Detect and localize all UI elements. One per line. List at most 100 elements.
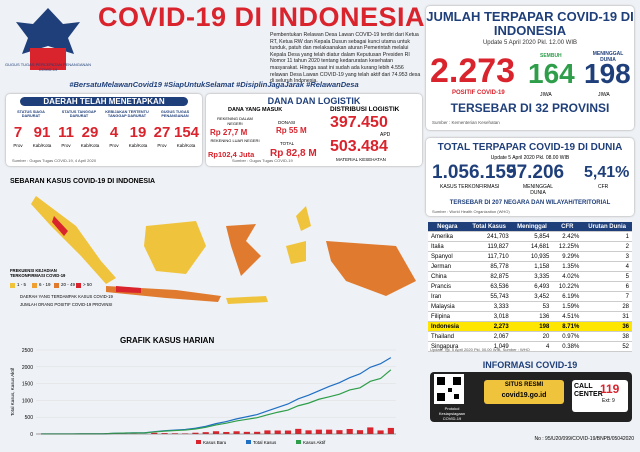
- world-title: TOTAL TERPAPAR COVID-19 DI DUNIA: [437, 142, 623, 153]
- title: COVID-19 DI INDONESIA: [98, 2, 426, 32]
- table-cell: 52: [582, 341, 632, 352]
- bar: [223, 431, 230, 434]
- line: [41, 357, 392, 435]
- bar: [233, 431, 240, 434]
- table-cell: 82,875: [466, 271, 512, 282]
- recovered-count: 164: [528, 58, 575, 89]
- table-cell: 2,067: [466, 331, 512, 342]
- bar: [202, 432, 209, 434]
- prov-count: 7: [13, 124, 23, 141]
- table-cell: 6.19%: [552, 291, 583, 302]
- bar: [305, 430, 312, 434]
- table-cell: 10,935: [511, 251, 553, 262]
- material-label: MATERIAL KESEHATAN: [336, 157, 386, 162]
- table-cell: Thailand: [428, 331, 467, 342]
- table-row: Spanyol 117,710 10,935 9.29% 3: [428, 251, 632, 262]
- update: Update 5 April 2020 Pkl. 12.00 WIB: [482, 40, 578, 46]
- bar: [182, 433, 189, 434]
- table-cell: 3,018: [466, 311, 512, 322]
- intro-paragraph: Pembentukan Relawan Desa Lawan COVID-19 …: [270, 32, 421, 85]
- table-cell: Filipina: [428, 311, 467, 322]
- legend-swatch: [10, 283, 15, 288]
- region-label: GUGUS TUGAS PENANGANAN: [160, 110, 190, 118]
- prov-unit: Prov: [157, 143, 167, 148]
- country-table: Negara Total Kasus Meninggal CFR Urutan Duni…: [428, 222, 632, 352]
- table-row: Thailand 2,067 20 0.97% 38: [428, 331, 632, 342]
- footer: No : 95/U20/099/COVID-19/BNPB/05042020: [534, 436, 634, 442]
- map-title: SEBARAN KASUS COVID-19 DI INDONESIA: [10, 178, 156, 185]
- legend-swatch: [196, 440, 201, 444]
- material: 503.484: [330, 138, 388, 155]
- chart: 0 500 1000 1500 2000 2500 Total Kasus, Kasus A…: [10, 348, 396, 445]
- logo: [16, 8, 80, 70]
- legend-label: Kasus Aktif: [303, 440, 326, 445]
- total-label: TOTAL: [280, 141, 295, 146]
- source: Sumber : Kementerian Kesehatan: [432, 120, 500, 125]
- table-cell: 1,158: [511, 261, 553, 272]
- table-cell: 12.25%: [552, 241, 583, 252]
- total: Rp 82,8 M: [270, 148, 317, 159]
- table-cell: China: [428, 271, 467, 282]
- table-cell: 5,854: [511, 231, 553, 242]
- table-cell: 1,049: [466, 341, 512, 352]
- table-cell: Italia: [428, 241, 467, 252]
- apd-label: APD: [380, 132, 391, 138]
- table-cell: 2: [582, 241, 632, 252]
- kab-unit: Kab/Kota: [80, 143, 100, 148]
- region-label: KEBIJAKAN TERTENTU TANGGAP DARURAT: [105, 110, 149, 118]
- world-cfr-label: CFR: [598, 184, 609, 190]
- table-cell: 6,493: [511, 281, 553, 292]
- logo-text: GUGUS TUGAS PERCEPATAN PENANGANAN COVID-…: [5, 62, 91, 72]
- prov-count: 4: [109, 124, 119, 141]
- bar: [336, 430, 343, 434]
- hashtags: #BersatuMelawanCovid19 #SiapUntukSelamat…: [69, 80, 359, 89]
- y-tick-label: 1500: [22, 382, 33, 388]
- positive-count: 2.273: [430, 52, 516, 90]
- legend-label: Total Kasus: [253, 440, 277, 445]
- header-cell: CFR: [552, 222, 583, 232]
- table-cell: 63,536: [466, 281, 512, 292]
- bar: [161, 433, 168, 434]
- qr-caption: Protokol Kesiapsiagaan COVID-19: [438, 406, 466, 421]
- table-cell: 55,743: [466, 291, 512, 302]
- world-update: Update 5 April 2020 Pkl. 08.00 WIB: [490, 155, 570, 161]
- prov-unit: Prov: [61, 143, 71, 148]
- regions-title: DAERAH TELAH MENETAPKAN: [20, 97, 188, 106]
- table-header: Negara Total Kasus Meninggal CFR Urutan Duni…: [428, 222, 632, 232]
- recovered-unit: JIWA: [540, 92, 552, 98]
- domestic: Rp 27,7 M: [210, 128, 248, 137]
- legend-swatch: [76, 283, 81, 288]
- table-cell: 3,335: [511, 271, 553, 282]
- world-source: Sumber : World Health Organization (WHO): [432, 209, 510, 214]
- table-cell: 3: [582, 251, 632, 262]
- incoming: DANA YANG MASUK: [228, 107, 283, 113]
- table-cell: 36: [582, 321, 632, 332]
- legend-swatch: [246, 440, 251, 444]
- table-cell: 7: [582, 291, 632, 302]
- prov-unit: Prov: [109, 143, 119, 148]
- line: [41, 369, 392, 435]
- table-cell: Jerman: [428, 261, 467, 272]
- table-cell: 3,452: [511, 291, 553, 302]
- call-number: 119: [600, 382, 620, 396]
- table-cell: 38: [582, 331, 632, 342]
- bar: [264, 430, 271, 434]
- table-cell: 1: [582, 231, 632, 242]
- header-cell: Total Kasus: [466, 222, 512, 232]
- bar: [212, 431, 220, 434]
- table-cell: 5: [582, 271, 632, 282]
- table-cell: 85,778: [466, 261, 512, 272]
- table-cell: 4: [582, 261, 632, 272]
- legend-label: 6 - 19: [39, 282, 51, 287]
- table-cell: 20: [511, 331, 553, 342]
- table-row: Filipina 3,018 136 4.51% 31: [428, 311, 632, 322]
- table-row: Malaysia 3,333 53 1.59% 28: [428, 301, 632, 312]
- table-row: Jerman 85,778 1,158 1.35% 4: [428, 261, 632, 272]
- world-deaths-label: MENINGGAL DUNIA: [522, 184, 553, 196]
- kab-count: 19: [129, 124, 147, 141]
- kab-count: 29: [81, 124, 99, 141]
- call-ext: Ext: 9: [602, 398, 615, 404]
- prov-unit: Prov: [13, 143, 23, 148]
- map: [31, 196, 416, 304]
